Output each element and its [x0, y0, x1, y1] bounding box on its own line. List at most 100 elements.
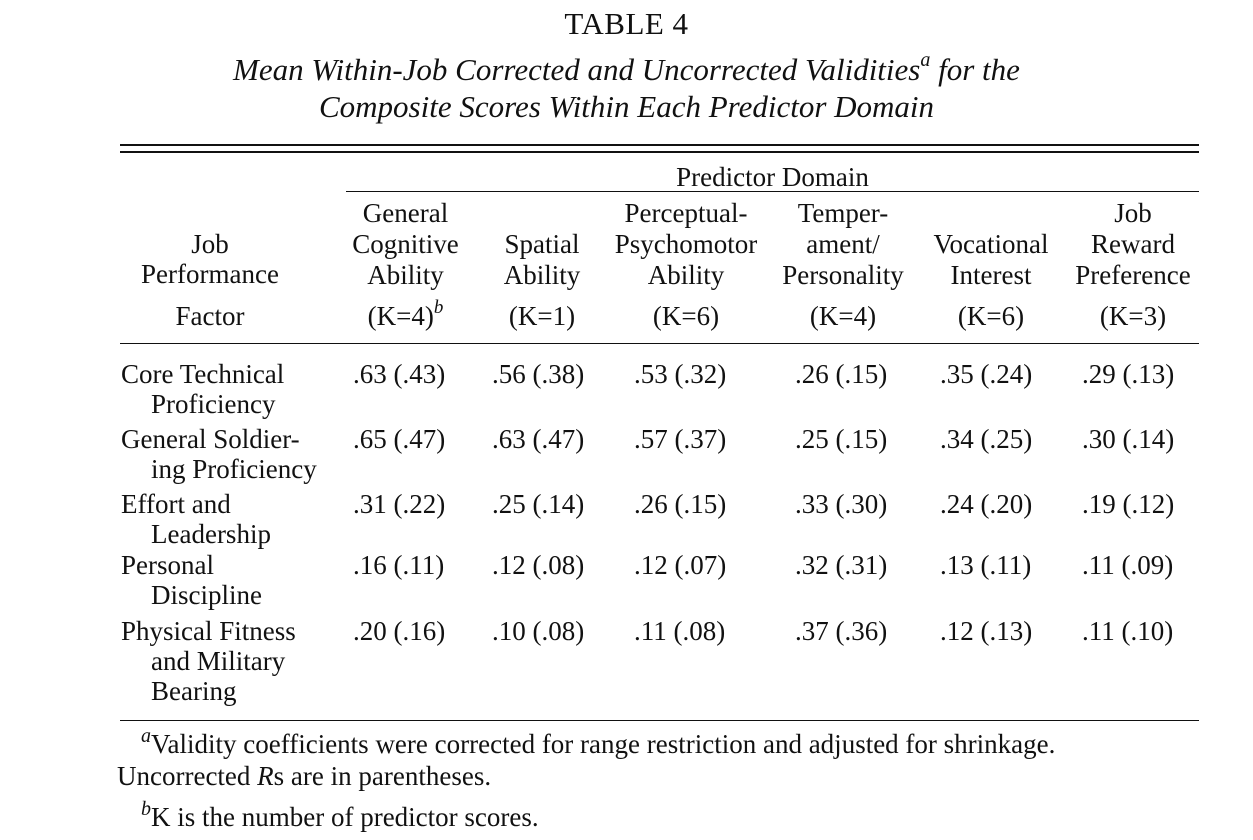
column-header-line: Temper-: [797, 198, 889, 228]
spanner-rule: [346, 191, 1199, 192]
top-rule: [120, 144, 1199, 146]
table-cell: .11 (.08): [634, 616, 726, 646]
table-cell: .13 (.11): [940, 550, 1032, 580]
table-cell: .63 (.43): [353, 359, 446, 389]
column-header-perceptual-psychomotor: Perceptual- Psychomotor Ability: [596, 198, 776, 291]
header-rule: [120, 343, 1199, 344]
table-cell: .11 (.09): [1082, 550, 1174, 580]
table-cell: .63 (.47): [492, 424, 585, 454]
column-header-line: Ability: [367, 260, 444, 290]
table-cell: .12 (.07): [634, 550, 727, 580]
row-label-core-technical: Core Technical Proficiency: [121, 359, 284, 419]
table-number: TABLE 4: [564, 6, 689, 41]
footnote-text: s are in parentheses.: [273, 761, 492, 791]
table-cell: .34 (.25): [940, 424, 1033, 454]
footnote-a-continued: Uncorrected Rs are in parentheses.: [117, 761, 491, 792]
row-label-line: Proficiency: [151, 389, 276, 419]
caption-text: Mean Within-Job Corrected and Uncorrecte…: [233, 52, 921, 87]
table-cell: .20 (.16): [353, 616, 446, 646]
footnote-text: K is the number of predictor scores.: [151, 802, 539, 832]
k-count-label: (K=1): [508, 301, 576, 331]
column-header-line: Interest: [950, 260, 1032, 290]
spanner-heading: Predictor Domain: [676, 162, 869, 192]
row-label-line: Core Technical: [121, 359, 285, 389]
column-header-line: Reward: [1091, 229, 1175, 259]
caption-text-end: for the: [930, 52, 1020, 87]
table-cell: .35 (.24): [940, 359, 1033, 389]
table-cell: .53 (.32): [634, 359, 727, 389]
footnote-text: Uncorrected: [117, 761, 258, 791]
table-cell: .56 (.38): [492, 359, 585, 389]
table-cell: .19 (.12): [1082, 489, 1175, 519]
row-label-line: Effort and: [121, 489, 231, 519]
table-cell: .31 (.22): [353, 489, 446, 519]
column-header-line: Ability: [647, 260, 725, 290]
table-cell: .37 (.36): [795, 616, 888, 646]
footnote-mark: b: [141, 798, 151, 820]
column-header-temperament-personality: Temper- ament/ Personality: [770, 198, 916, 291]
k-count-label: (K=6): [957, 301, 1025, 331]
column-header-line: Vocational: [933, 229, 1049, 259]
k-count-label: (K=3): [1099, 301, 1167, 331]
row-label-line: Personal: [121, 550, 214, 580]
k-footnote-mark: b: [433, 297, 444, 318]
column-header-line: Personality: [782, 260, 904, 290]
table-cell: .11 (.10): [1082, 616, 1174, 646]
column-header-line: Perceptual-: [624, 198, 748, 228]
table-cell: .24 (.20): [940, 489, 1033, 519]
row-label-line: Bearing: [151, 676, 237, 706]
row-label-line: Leadership: [151, 519, 271, 549]
table-cell: .25 (.14): [492, 489, 585, 519]
row-label-personal-discipline: Personal Discipline: [121, 550, 262, 610]
footnote-mark: a: [141, 725, 151, 747]
k-count-label: (K=6): [652, 301, 720, 331]
table-cell: .12 (.13): [940, 616, 1033, 646]
table-cell: .30 (.14): [1082, 424, 1175, 454]
stub-header-line: Performance: [141, 259, 279, 289]
k-count-label: (K=4)b: [343, 298, 468, 332]
stub-header-line: Factor: [175, 301, 245, 331]
table-cell: .12 (.08): [492, 550, 585, 580]
row-label-line: General Soldier-: [121, 424, 300, 454]
table-cell: .16 (.11): [353, 550, 445, 580]
bottom-rule: [120, 720, 1199, 721]
table-cell: .33 (.30): [795, 489, 888, 519]
row-label-effort-leadership: Effort and Leadership: [121, 489, 271, 549]
table-caption-line-2: Composite Scores Within Each Predictor D…: [318, 89, 935, 124]
footnote-b: bK is the number of predictor scores.: [141, 799, 539, 833]
stub-header-line: Job: [191, 229, 229, 259]
k-count-label: (K=4): [809, 301, 877, 331]
footnote-a: aValidity coefficients were corrected fo…: [141, 726, 1056, 760]
table-cell: .32 (.31): [795, 550, 888, 580]
footnote-italic-r: R: [257, 761, 274, 791]
column-header-job-reward: Job Reward Preference: [1060, 198, 1206, 291]
caption-footnote-mark: a: [920, 49, 931, 71]
column-header-line: ament/: [806, 229, 880, 259]
column-header-line: Psychomotor: [614, 229, 758, 259]
table-caption-line-1: Mean Within-Job Corrected and Uncorrecte…: [0, 49, 1253, 88]
table-cell: .57 (.37): [634, 424, 727, 454]
row-label-line: Physical Fitness: [121, 616, 296, 646]
table-cell: .26 (.15): [634, 489, 727, 519]
column-header-line: Preference: [1075, 260, 1191, 290]
column-header-line: General: [362, 198, 449, 228]
table-cell: .29 (.13): [1082, 359, 1175, 389]
column-header-vocational-interest: Vocational Interest: [918, 198, 1064, 291]
column-header-line: Spatial: [504, 229, 580, 259]
column-header-spatial: Spatial Ability: [486, 198, 598, 291]
table-cell: .25 (.15): [795, 424, 888, 454]
row-label-line: and Military: [151, 646, 286, 676]
table-cell: .26 (.15): [795, 359, 888, 389]
row-label-general-soldiering: General Soldier- ing Proficiency: [121, 424, 317, 484]
table-cell: .10 (.08): [492, 616, 585, 646]
footnote-text: Validity coefficients were corrected for…: [151, 729, 1056, 759]
top-rule-second: [120, 151, 1199, 153]
column-header-line: Job: [1114, 198, 1152, 228]
column-header-general-cognitive: General Cognitive Ability: [343, 198, 468, 291]
column-header-line: Cognitive: [352, 229, 459, 259]
k-count: (K=4): [367, 301, 434, 331]
column-header-line: Ability: [503, 260, 581, 290]
table-cell: .65 (.47): [353, 424, 446, 454]
row-label-physical-fitness: Physical Fitness and Military Bearing: [121, 616, 296, 706]
